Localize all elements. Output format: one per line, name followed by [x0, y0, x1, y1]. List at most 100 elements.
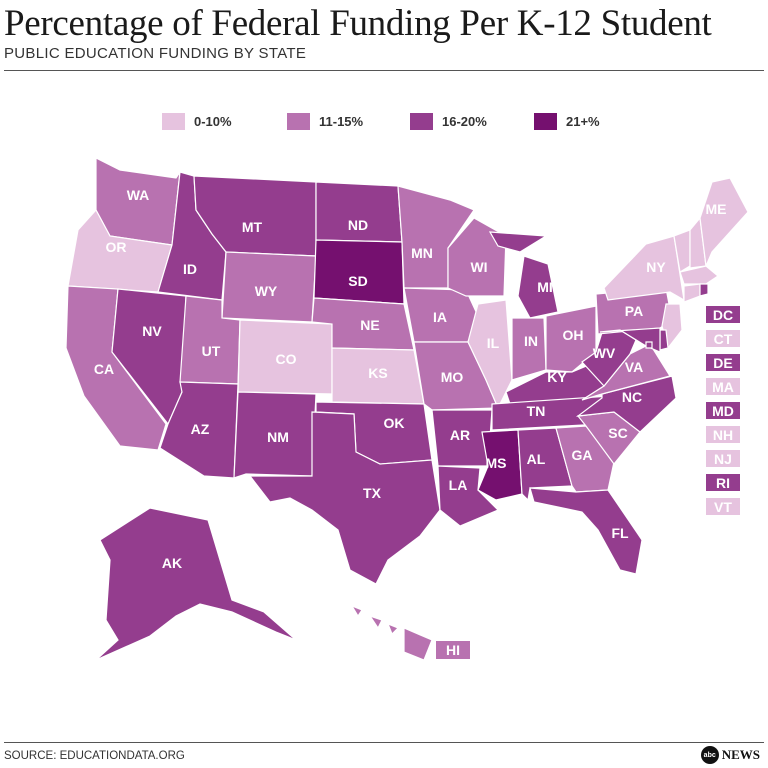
label-nm: NM — [267, 429, 289, 445]
box-vt[interactable] — [706, 498, 740, 515]
legend-label: 0-10% — [194, 114, 232, 129]
news-wordmark: NEWS — [721, 747, 760, 762]
label-me: ME — [706, 201, 727, 217]
label-ia: IA — [433, 309, 447, 325]
label-wa: WA — [127, 187, 150, 203]
label-la: LA — [449, 477, 468, 493]
legend-item: 21+% — [534, 113, 600, 130]
state-me[interactable] — [699, 177, 749, 269]
state-nd[interactable] — [315, 181, 403, 243]
box-label-dc: DC — [713, 307, 733, 323]
state-ny[interactable] — [603, 235, 685, 302]
box-label-vt: VT — [714, 499, 732, 515]
state-wi[interactable] — [447, 217, 507, 297]
state-ct[interactable] — [683, 283, 701, 303]
label-mo: MO — [441, 369, 464, 385]
state-tx[interactable] — [248, 411, 441, 585]
label-id: ID — [183, 261, 197, 277]
legend-label: 21+% — [566, 114, 600, 129]
legend-swatch — [410, 113, 433, 130]
box-label-de: DE — [713, 355, 732, 371]
state-hi[interactable] — [350, 604, 433, 661]
label-sc: SC — [608, 425, 627, 441]
label-ca: CA — [94, 361, 114, 377]
label-ne: NE — [360, 317, 379, 333]
label-wy: WY — [255, 283, 278, 299]
label-va: VA — [625, 359, 643, 375]
label-il: IL — [487, 335, 500, 351]
box-dc[interactable] — [706, 306, 740, 323]
abc-logo-mark: abc — [700, 746, 719, 764]
label-or: OR — [106, 239, 127, 255]
label-pa: PA — [625, 303, 643, 319]
label-ga: GA — [572, 447, 593, 463]
box-de[interactable] — [706, 354, 740, 371]
label-oh: OH — [563, 327, 584, 343]
label-ky: KY — [547, 369, 567, 385]
state-la[interactable] — [437, 465, 500, 527]
box-hi[interactable] — [436, 641, 470, 659]
label-al: AL — [527, 451, 546, 467]
legend-label: 16-20% — [442, 114, 487, 129]
label-tn: TN — [527, 403, 546, 419]
box-nj[interactable] — [706, 450, 740, 467]
small-state-boxes: DC CT DE MA MD NH NJ RI VT HI — [436, 306, 740, 659]
top-divider — [4, 70, 764, 71]
legend-swatch — [287, 113, 310, 130]
state-ri[interactable] — [699, 283, 709, 297]
legend-item: 11-15% — [287, 113, 363, 130]
state-ak[interactable] — [95, 507, 297, 661]
box-label-ma: MA — [712, 379, 734, 395]
abc-news-logo: abc NEWS — [700, 746, 760, 764]
label-ms: MS — [486, 455, 507, 471]
legend-item: 16-20% — [410, 113, 487, 130]
state-in[interactable] — [511, 317, 547, 381]
legend-item: 0-10% — [162, 113, 232, 130]
label-ut: UT — [202, 343, 221, 359]
label-ny: NY — [646, 259, 666, 275]
state-nc[interactable] — [575, 375, 677, 433]
label-mt: MT — [242, 219, 263, 235]
box-ma[interactable] — [706, 378, 740, 395]
label-mi: MI — [537, 279, 553, 295]
box-nh[interactable] — [706, 426, 740, 443]
label-nv: NV — [142, 323, 162, 339]
label-wi: WI — [470, 259, 487, 275]
state-nm[interactable] — [233, 391, 317, 479]
state-dc[interactable] — [645, 341, 653, 349]
box-label-nh: NH — [713, 427, 733, 443]
box-label-md: MD — [712, 403, 734, 419]
legend: 0-10% 11-15% 16-20% 21+% — [0, 113, 768, 135]
box-ri[interactable] — [706, 474, 740, 491]
legend-label: 11-15% — [319, 114, 364, 129]
us-map: DC CT DE MA MD NH NJ RI VT HI WA OR CA N… — [65, 157, 749, 661]
label-in: IN — [524, 333, 538, 349]
label-nc: NC — [622, 389, 642, 405]
state-de[interactable] — [659, 329, 669, 351]
state-labels: WA OR CA NV ID MT WY UT AZ CO NM ND SD N… — [94, 187, 727, 571]
page-title: Percentage of Federal Funding Per K-12 S… — [4, 3, 712, 44]
state-mi[interactable] — [488, 231, 559, 319]
label-ks: KS — [368, 365, 387, 381]
label-co: CO — [276, 351, 297, 367]
state-md[interactable] — [599, 327, 661, 353]
box-label-nj: NJ — [714, 451, 732, 467]
box-label-ri: RI — [716, 475, 730, 491]
label-wv: WV — [593, 345, 616, 361]
state-fl[interactable] — [529, 487, 643, 575]
label-sd: SD — [348, 273, 367, 289]
legend-swatch — [162, 113, 185, 130]
source-note: SOURCE: EDUCATIONDATA.ORG — [4, 750, 185, 762]
label-ar: AR — [450, 427, 470, 443]
box-ct[interactable] — [706, 330, 740, 347]
box-label-hi: HI — [446, 642, 460, 658]
label-ok: OK — [384, 415, 405, 431]
state-ma[interactable] — [679, 265, 720, 285]
label-tx: TX — [363, 485, 382, 501]
label-mn: MN — [411, 245, 433, 261]
page-subtitle: PUBLIC EDUCATION FUNDING BY STATE — [4, 45, 307, 62]
state-sd[interactable] — [313, 239, 405, 305]
label-nd: ND — [348, 217, 368, 233]
box-md[interactable] — [706, 402, 740, 419]
box-label-ct: CT — [714, 331, 733, 347]
